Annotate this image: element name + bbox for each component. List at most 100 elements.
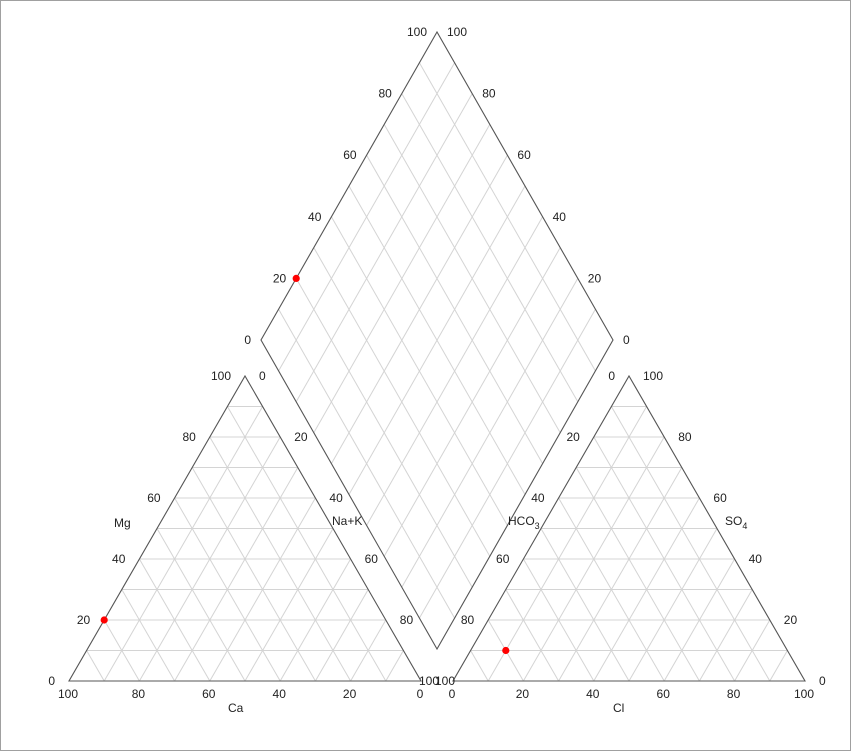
tick-label-diamond-upper-right: 60: [517, 148, 531, 162]
tick-label-diamond-upper-right: 0: [623, 333, 630, 347]
tick-label-diamond-upper-right: 40: [553, 210, 567, 224]
diamond-grid-line: [401, 93, 579, 403]
tick-label-ca: 40: [273, 687, 287, 701]
tick-label-cl: 80: [727, 687, 741, 701]
cation-grid-line: [86, 650, 105, 682]
cation-grid-line: [138, 436, 281, 682]
cation-grid-line: [191, 467, 316, 682]
tick-label-diamond-upper-left: 100: [407, 25, 427, 39]
tick-label-ca: 100: [58, 687, 78, 701]
axis-label-layer: Mg Ca Na+K HCO3 SO4 Cl: [114, 514, 747, 715]
diamond-grid-line: [313, 124, 491, 433]
tick-label-so4: 60: [713, 491, 727, 505]
tick-label-na-k: 20: [294, 430, 308, 444]
anion-grid-line: [575, 467, 700, 682]
tick-label-diamond-upper-right: 80: [482, 87, 496, 101]
tick-label-so4: 100: [643, 369, 663, 383]
tick-label-mg: 40: [112, 552, 126, 566]
tick-label-hco3: 80: [461, 613, 475, 627]
tick-label-diamond-upper-left: 20: [273, 271, 287, 285]
tick-label-diamond-upper-left: 0: [244, 333, 251, 347]
anion-grid-line: [505, 589, 560, 682]
tick-label-ca: 80: [132, 687, 146, 701]
axis-label-na-k: Na+K: [332, 514, 362, 528]
point-layer: [100, 274, 510, 655]
cation-grid-line: [385, 650, 404, 682]
cation-grid-line: [209, 436, 352, 682]
anion-grid-line: [593, 436, 736, 682]
diamond-grid-line: [366, 154, 544, 464]
tick-label-so4: 40: [749, 552, 763, 566]
tick-label-hco3: 100: [419, 674, 439, 688]
tick-label-hco3: 40: [531, 491, 545, 505]
cation-grid-line: [314, 589, 369, 682]
outline-layer: [68, 30, 806, 682]
anion-grid-line: [698, 589, 753, 682]
tick-label-mg: 80: [182, 430, 196, 444]
tick-label-na-k: 40: [329, 491, 343, 505]
tick-label-so4: 0: [819, 674, 826, 688]
tick-label-hco3: 20: [566, 430, 580, 444]
tick-label-so4: 20: [784, 613, 798, 627]
tick-label-hco3: 60: [496, 552, 510, 566]
diamond-grid-line: [348, 185, 526, 495]
axis-label-mg: Mg: [114, 516, 131, 530]
tick-label-na-k: 80: [400, 613, 414, 627]
tick-label-hco3: 0: [608, 369, 615, 383]
tick-label-diamond-upper-right: 100: [447, 25, 467, 39]
diamond-grid-line: [330, 154, 508, 464]
diamond-grid-line: [295, 93, 473, 403]
tick-label-diamond-upper-left: 40: [308, 210, 322, 224]
tick-label-na-k: 100: [435, 674, 455, 688]
cation-data-point: [100, 616, 108, 624]
tick-label-na-k: 0: [259, 369, 266, 383]
tick-label-cl: 40: [586, 687, 600, 701]
tick-label-cl: 0: [449, 687, 456, 701]
tick-label-na-k: 60: [365, 552, 379, 566]
diamond-grid-line: [278, 62, 456, 372]
anion-grid-line: [769, 650, 788, 682]
axis-label-hco3: HCO3: [508, 514, 540, 531]
anion-grid-line: [470, 650, 489, 682]
cation-grid-line: [156, 528, 246, 682]
tick-label-mg: 60: [147, 491, 161, 505]
tick-label-ca: 20: [343, 687, 357, 701]
tick-label-cl: 20: [516, 687, 530, 701]
anion-grid-line: [558, 467, 683, 682]
tick-label-diamond-upper-left: 80: [378, 87, 392, 101]
diamond-data-point: [292, 274, 300, 282]
tick-label-mg: 100: [211, 369, 231, 383]
anion-grid-line: [487, 406, 648, 682]
anion-grid-line: [522, 436, 665, 682]
cation-grid-line: [174, 467, 299, 682]
axis-label-ca: Ca: [228, 701, 244, 715]
axis-label-so4: SO4: [725, 514, 747, 531]
cation-grid-line: [121, 589, 176, 682]
tick-label-cl: 60: [657, 687, 671, 701]
anion-grid-line: [628, 528, 718, 682]
diamond-outline: [260, 30, 614, 651]
tick-label-mg: 20: [77, 613, 91, 627]
tick-label-mg: 0: [48, 674, 55, 688]
tick-label-diamond-upper-right: 20: [588, 271, 602, 285]
axis-label-cl: Cl: [613, 701, 624, 715]
tick-label-ca: 0: [417, 687, 424, 701]
grid-layer: [86, 62, 788, 682]
cation-grid-line: [103, 406, 264, 682]
anion-grid-line: [540, 528, 630, 682]
diamond-grid-line: [418, 62, 596, 372]
cation-triangle-outline: [68, 374, 422, 682]
tick-label-ca: 60: [202, 687, 216, 701]
anion-data-point: [502, 646, 510, 655]
cation-grid-line: [226, 406, 387, 682]
tick-label-cl: 100: [794, 687, 814, 701]
diamond-grid-line: [383, 124, 561, 433]
tick-label-so4: 80: [678, 430, 692, 444]
anion-grid-line: [610, 406, 771, 682]
cation-grid-line: [244, 528, 334, 682]
tick-label-diamond-upper-left: 60: [343, 148, 357, 162]
anion-triangle-outline: [452, 374, 806, 682]
